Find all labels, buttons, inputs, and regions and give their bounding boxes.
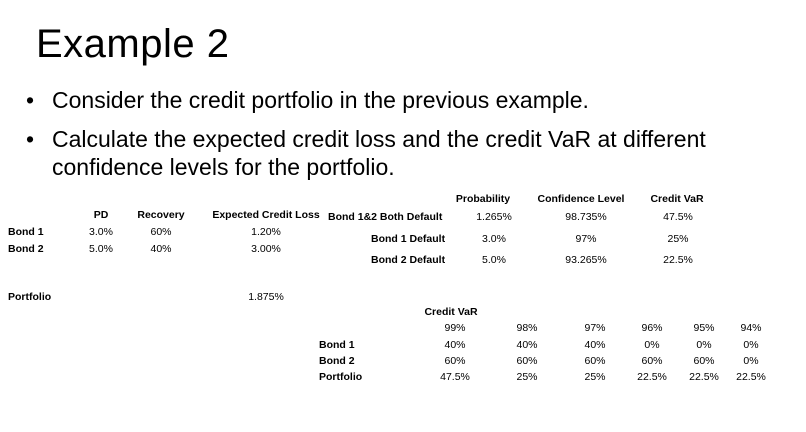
table-cell: 60%: [693, 355, 715, 367]
confidence-level-header: 99%: [444, 322, 466, 334]
row-label-bond-2-default: Bond 2 Default: [371, 254, 446, 266]
col-header-recovery: Recovery: [137, 209, 185, 221]
cell-recovery: 40%: [150, 243, 172, 255]
table-cell: 22.5%: [736, 371, 766, 383]
cell-probability: 3.0%: [482, 233, 506, 245]
bullet-dot: •: [26, 126, 35, 152]
cell-credit-var: 22.5%: [663, 254, 693, 266]
row-label-portfolio: Portfolio: [319, 371, 363, 383]
table-cell: 40%: [516, 339, 538, 351]
table-cell: 47.5%: [440, 371, 470, 383]
table-cell: 25%: [584, 371, 606, 383]
table-cell: 40%: [584, 339, 606, 351]
col-header-expected-credit-loss: Expected Credit Loss: [212, 209, 320, 221]
col-header-confidence-level: Confidence Level: [537, 193, 625, 205]
confidence-level-header: 96%: [641, 322, 663, 334]
table-cell: 40%: [444, 339, 466, 351]
confidence-level-header: 97%: [584, 322, 606, 334]
bullet-text: Consider the credit portfolio in the pre…: [52, 87, 589, 113]
col-header-probability: Probability: [455, 193, 511, 205]
bullet-text: Calculate the expected credit loss and t…: [52, 126, 706, 180]
cell-expected-credit-loss: 3.00%: [251, 243, 281, 255]
table-cell: 22.5%: [689, 371, 719, 383]
col-header-pd: PD: [93, 209, 109, 221]
row-label-bond-2: Bond 2: [8, 243, 44, 255]
table-cell: 0%: [743, 339, 759, 351]
row-label-both-default: Bond 1&2 Both Default: [328, 211, 443, 223]
table-cell: 0%: [743, 355, 759, 367]
cell-expected-credit-loss: 1.20%: [251, 226, 281, 238]
table-cell: 0%: [696, 339, 712, 351]
table-cell: 25%: [516, 371, 538, 383]
cell-pd: 5.0%: [89, 243, 113, 255]
col-header-credit-var: Credit VaR: [650, 193, 704, 205]
cell-confidence-level: 97%: [575, 233, 597, 245]
confidence-level-header: 98%: [516, 322, 538, 334]
confidence-level-header: 95%: [693, 322, 715, 334]
cell-recovery: 60%: [150, 226, 172, 238]
cell-pd: 3.0%: [89, 226, 113, 238]
table-cell: 60%: [641, 355, 663, 367]
row-label-bond-1: Bond 1: [8, 226, 44, 238]
confidence-level-header: 94%: [740, 322, 762, 334]
table-cell: 60%: [584, 355, 606, 367]
row-label-bond-1: Bond 1: [319, 339, 355, 351]
cell-probability: 5.0%: [482, 254, 506, 266]
col-header-credit-var: Credit VaR: [424, 306, 478, 318]
cell-portfolio-ecl: 1.875%: [248, 291, 284, 303]
cell-confidence-level: 98.735%: [565, 211, 607, 223]
cell-credit-var: 25%: [667, 233, 689, 245]
bullet-dot: •: [26, 87, 35, 113]
cell-probability: 1.265%: [476, 211, 512, 223]
table-cell: 0%: [644, 339, 660, 351]
slide-title: Example 2: [36, 22, 230, 66]
row-label-portfolio: Portfolio: [8, 291, 52, 303]
row-label-bond-1-default: Bond 1 Default: [371, 233, 446, 245]
cell-credit-var: 47.5%: [663, 211, 693, 223]
cell-confidence-level: 93.265%: [565, 254, 607, 266]
table-cell: 60%: [444, 355, 466, 367]
table-cell: 22.5%: [637, 371, 667, 383]
table-cell: 60%: [516, 355, 538, 367]
row-label-bond-2: Bond 2: [319, 355, 355, 367]
